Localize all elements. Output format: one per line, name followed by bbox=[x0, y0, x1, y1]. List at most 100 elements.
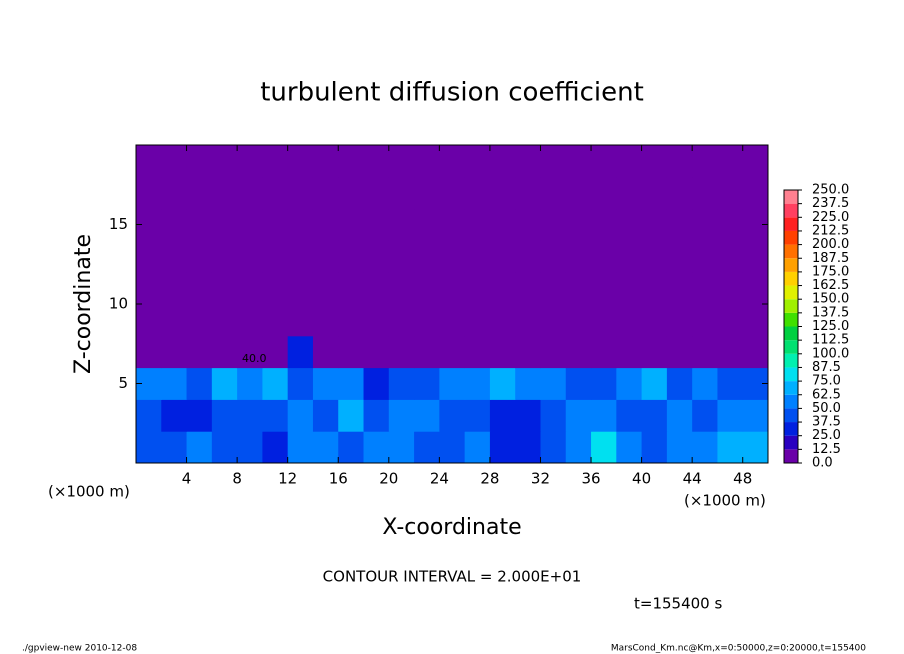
cell bbox=[540, 367, 567, 400]
colorbar-label: 37.5 bbox=[812, 415, 841, 430]
cell bbox=[565, 367, 592, 400]
x-units: (×1000 m) bbox=[684, 492, 766, 510]
cell bbox=[666, 208, 693, 241]
cell bbox=[742, 304, 769, 337]
cell bbox=[262, 367, 289, 400]
cell bbox=[414, 304, 440, 337]
cell bbox=[666, 399, 693, 432]
cell bbox=[641, 335, 668, 369]
cell bbox=[641, 304, 668, 337]
cell bbox=[641, 240, 668, 273]
cell bbox=[136, 176, 162, 210]
y-tick-label: 5 bbox=[118, 374, 128, 392]
cell bbox=[717, 367, 744, 400]
cell bbox=[464, 272, 491, 305]
colorbar-label: 87.5 bbox=[812, 360, 841, 375]
cell bbox=[363, 304, 390, 337]
cell bbox=[439, 335, 466, 369]
cell bbox=[388, 431, 415, 464]
cell bbox=[717, 304, 744, 337]
cell bbox=[616, 176, 643, 210]
cell bbox=[666, 240, 693, 273]
colorbar-label: 150.0 bbox=[812, 292, 849, 307]
cell bbox=[591, 272, 617, 305]
cell bbox=[666, 272, 693, 305]
cell bbox=[717, 176, 744, 210]
cell bbox=[414, 399, 440, 432]
cell bbox=[540, 272, 567, 305]
cell bbox=[338, 431, 365, 464]
cell bbox=[338, 208, 365, 241]
cell bbox=[742, 431, 769, 464]
cell bbox=[489, 431, 516, 464]
cell bbox=[591, 176, 617, 210]
cell bbox=[388, 208, 415, 241]
cell bbox=[515, 145, 541, 178]
cell bbox=[515, 399, 541, 432]
cell bbox=[388, 335, 415, 369]
cell bbox=[540, 399, 567, 432]
cell bbox=[515, 304, 541, 337]
cell bbox=[161, 335, 188, 369]
colorbar-swatch bbox=[784, 203, 798, 218]
cell bbox=[312, 272, 339, 305]
cell bbox=[641, 399, 668, 432]
colorbar-label: 125.0 bbox=[812, 319, 849, 334]
colorbar-label: 50.0 bbox=[812, 401, 841, 416]
time-label: t=155400 s bbox=[634, 595, 722, 613]
cell bbox=[161, 145, 188, 178]
cell bbox=[616, 399, 643, 432]
cell bbox=[515, 367, 541, 400]
cell bbox=[666, 176, 693, 210]
cell bbox=[489, 367, 516, 400]
colorbar-label: 175.0 bbox=[812, 264, 849, 279]
cell bbox=[186, 208, 213, 241]
cell bbox=[136, 240, 162, 273]
cell bbox=[287, 431, 314, 464]
cell bbox=[717, 431, 744, 464]
heatmap bbox=[136, 145, 769, 464]
cell bbox=[363, 367, 390, 400]
cell bbox=[591, 399, 617, 432]
cell bbox=[186, 145, 213, 178]
cell bbox=[136, 304, 162, 337]
cell bbox=[591, 304, 617, 337]
x-tick-label: 24 bbox=[430, 470, 449, 488]
colorbar-label: 12.5 bbox=[812, 442, 841, 457]
colorbar-swatch bbox=[784, 394, 798, 409]
cell bbox=[338, 240, 365, 273]
cell bbox=[742, 240, 769, 273]
x-tick-label: 16 bbox=[329, 470, 348, 488]
cell bbox=[666, 367, 693, 400]
colorbar-swatch bbox=[784, 271, 798, 286]
cell bbox=[692, 304, 718, 337]
cell bbox=[641, 208, 668, 241]
cell bbox=[312, 367, 339, 400]
cell bbox=[489, 145, 516, 178]
cell bbox=[338, 145, 365, 178]
cell bbox=[338, 399, 365, 432]
colorbar-swatch bbox=[784, 244, 798, 259]
cell bbox=[211, 208, 238, 241]
cell bbox=[237, 272, 263, 305]
cell bbox=[287, 304, 314, 337]
cell bbox=[641, 367, 668, 400]
cell bbox=[136, 431, 162, 464]
colorbar-swatch bbox=[784, 217, 798, 231]
cell bbox=[363, 208, 390, 241]
cell bbox=[464, 431, 491, 464]
cell bbox=[211, 272, 238, 305]
cell bbox=[641, 176, 668, 210]
cell bbox=[388, 176, 415, 210]
cell bbox=[161, 304, 188, 337]
x-tick-label: 4 bbox=[182, 470, 192, 488]
cell bbox=[540, 240, 567, 273]
colorbar-swatch bbox=[784, 367, 798, 382]
cell bbox=[692, 176, 718, 210]
cell bbox=[237, 145, 263, 178]
cell bbox=[161, 272, 188, 305]
y-units: (×1000 m) bbox=[48, 483, 130, 501]
cell bbox=[692, 367, 718, 400]
x-tick-label: 20 bbox=[379, 470, 398, 488]
colorbar-swatch bbox=[784, 312, 798, 327]
